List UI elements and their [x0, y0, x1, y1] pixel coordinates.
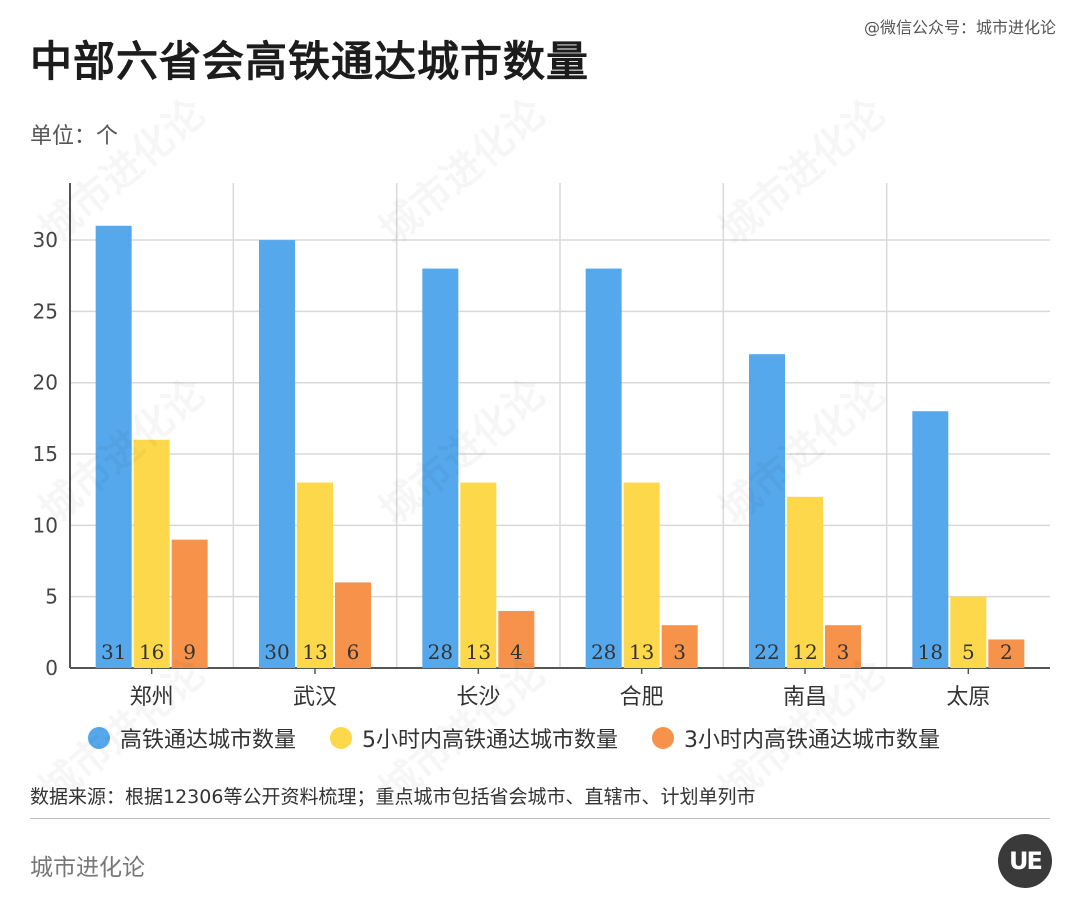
legend-swatch — [88, 727, 110, 749]
y-tick-label: 20 — [33, 371, 58, 395]
bar — [950, 596, 987, 668]
x-tick-label: 合肥 — [620, 685, 664, 710]
y-tick-label: 30 — [33, 228, 58, 252]
data-label: 9 — [183, 640, 196, 664]
footer-divider — [30, 818, 1050, 819]
bar — [460, 482, 497, 668]
data-source-footnote: 数据来源：根据12306等公开资料梳理；重点城市包括省会城市、直辖市、计划单列市 — [30, 786, 756, 808]
legend-item: 5小时内高铁通达城市数量 — [330, 722, 618, 754]
bar — [335, 582, 371, 668]
logo-text: UE — [1009, 847, 1043, 875]
chart-legend: 高铁通达城市数量 5小时内高铁通达城市数量 3小时内高铁通达城市数量 — [88, 722, 940, 754]
x-tick-label: 武汉 — [293, 685, 337, 710]
bar — [623, 482, 660, 668]
data-label: 16 — [139, 640, 164, 664]
bar — [988, 639, 1025, 668]
data-label: 2 — [1000, 640, 1013, 664]
bar — [259, 240, 295, 668]
legend-label: 高铁通达城市数量 — [120, 728, 297, 753]
data-label: 6 — [347, 640, 360, 664]
brand-logo: UE — [998, 834, 1052, 888]
y-tick-label: 5 — [45, 585, 58, 609]
data-label: 3 — [673, 640, 686, 664]
bar — [498, 610, 535, 668]
data-label: 12 — [792, 640, 817, 664]
bar — [749, 354, 785, 668]
bar — [171, 539, 208, 668]
bar — [825, 625, 861, 668]
bar — [912, 411, 949, 668]
data-label: 4 — [510, 640, 523, 664]
bar — [585, 268, 622, 668]
legend-label: 5小时内高铁通达城市数量 — [362, 728, 619, 753]
bar — [422, 268, 459, 668]
data-label: 13 — [466, 640, 491, 664]
bar — [297, 482, 333, 668]
source-credit: @微信公众号：城市进化论 — [863, 18, 1056, 37]
data-label: 13 — [302, 640, 327, 664]
data-label: 13 — [629, 640, 654, 664]
bar — [661, 625, 698, 668]
data-label: 3 — [837, 640, 850, 664]
x-tick-label: 南昌 — [783, 685, 827, 710]
bar — [133, 439, 170, 668]
legend-swatch — [330, 727, 353, 749]
legend-swatch — [652, 727, 675, 749]
data-label: 28 — [591, 640, 616, 664]
y-tick-label: 15 — [33, 442, 58, 466]
x-tick-label: 长沙 — [456, 685, 500, 710]
brand-name: 城市进化论 — [30, 855, 145, 881]
data-label: 5 — [962, 640, 975, 664]
legend-label: 3小时内高铁通达城市数量 — [684, 728, 941, 753]
bar — [787, 496, 823, 668]
data-label: 18 — [918, 640, 943, 664]
data-label: 22 — [754, 640, 779, 664]
y-tick-label: 10 — [33, 513, 58, 537]
data-label: 31 — [101, 640, 126, 664]
x-tick-label: 郑州 — [130, 685, 174, 710]
y-tick-label: 0 — [45, 656, 58, 680]
x-tick-label: 太原 — [946, 685, 990, 710]
data-label: 30 — [264, 640, 289, 664]
data-label: 28 — [428, 640, 453, 664]
legend-item: 高铁通达城市数量 — [88, 722, 296, 754]
legend-item: 3小时内高铁通达城市数量 — [652, 722, 940, 754]
unit-label: 单位：个 — [30, 124, 119, 149]
page-title: 中部六省会高铁通达城市数量 — [30, 37, 590, 86]
y-tick-label: 25 — [33, 299, 58, 323]
bar — [95, 225, 132, 668]
